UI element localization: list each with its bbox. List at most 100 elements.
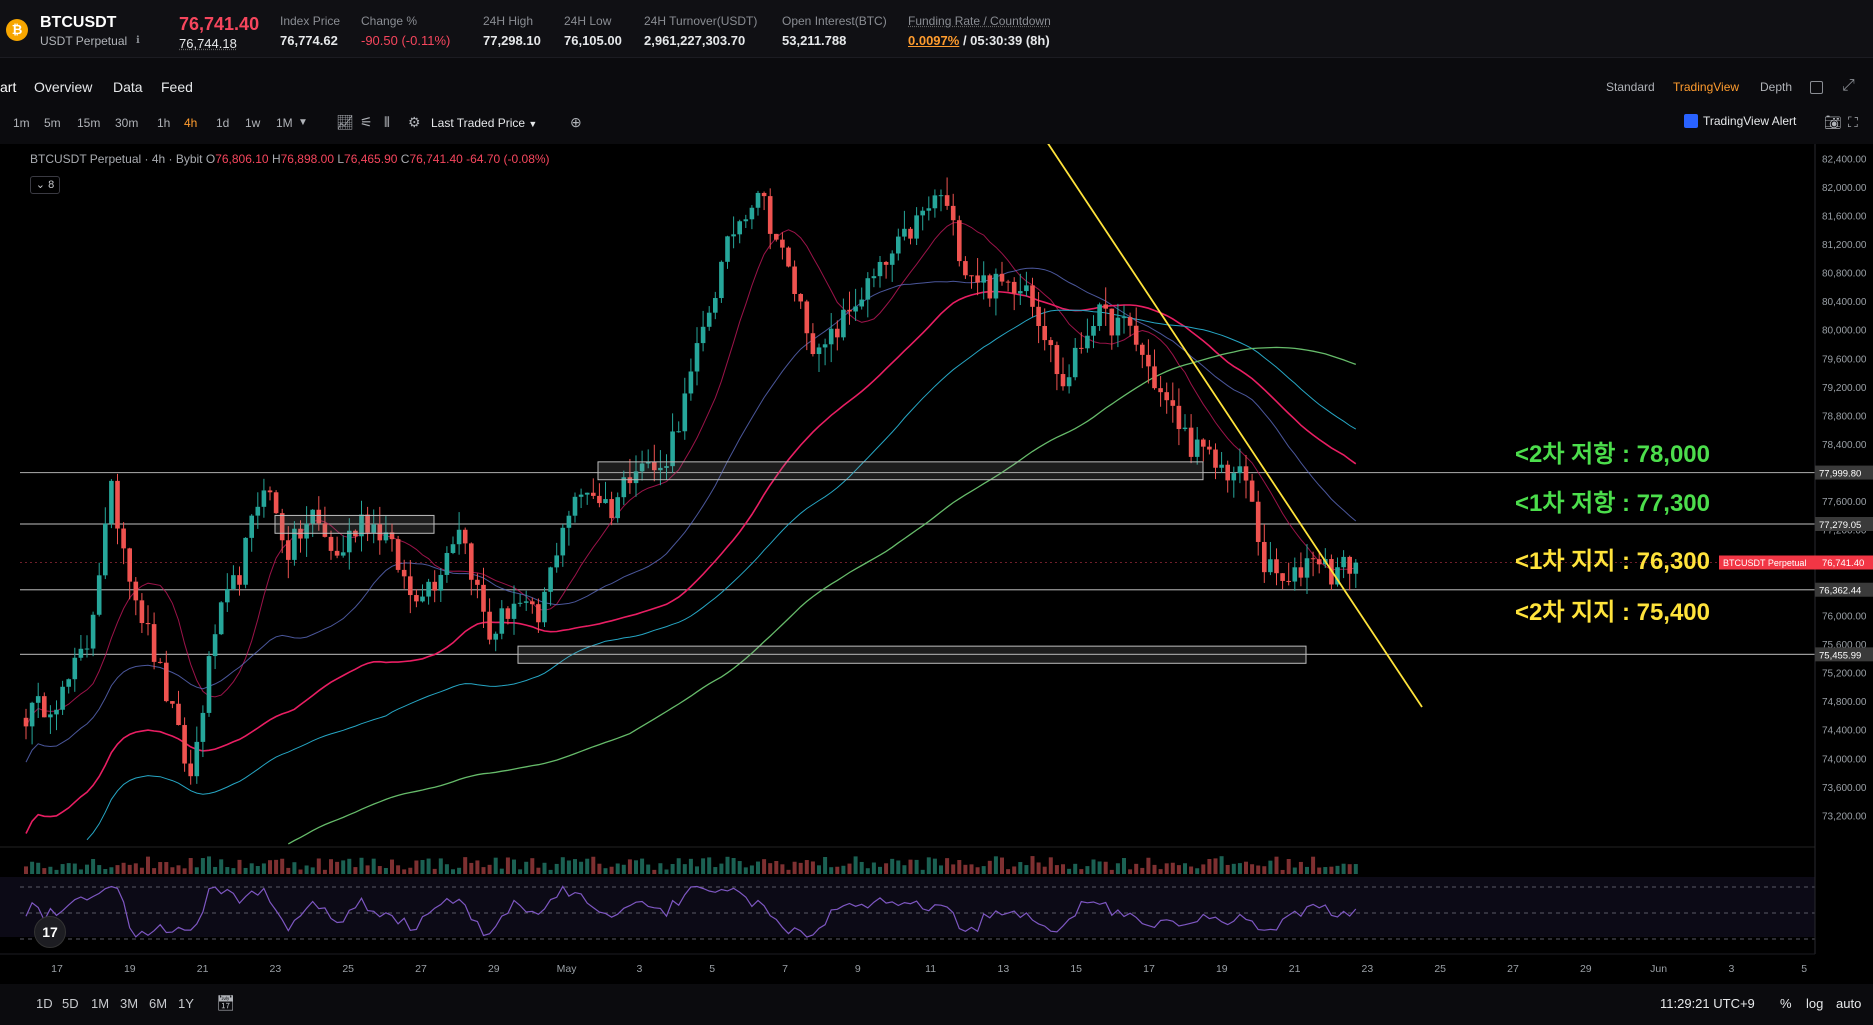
candle-body [1133, 325, 1139, 345]
candle-body [603, 499, 608, 504]
candle-body [1085, 335, 1090, 349]
range-1y[interactable]: 1Y [178, 996, 194, 1011]
trendline[interactable] [1047, 144, 1423, 708]
volume-bar [316, 858, 321, 874]
candle-body [1280, 573, 1285, 581]
symbol-selector[interactable]: BTCUSDT [40, 14, 117, 31]
candle-body [60, 686, 65, 710]
timeframe-15m[interactable]: 15m [77, 116, 101, 130]
stat-funding[interactable]: Funding Rate / Countdown 0.0097% / 05:30… [908, 14, 1051, 48]
indicator-toggle[interactable]: ⌄ 8 [30, 176, 60, 194]
volume-bar [182, 868, 187, 874]
volume-bar [1244, 861, 1248, 874]
candle-body [877, 261, 883, 277]
timeframe-5m[interactable]: 5m [44, 116, 61, 130]
candle-body [359, 514, 364, 537]
timeframe-30m[interactable]: 30m [115, 116, 139, 130]
timeframe-1d[interactable]: 1d [216, 116, 230, 130]
range-3m[interactable]: 3M [120, 996, 139, 1011]
ma-mid-line [25, 267, 1357, 763]
volume-bar [438, 858, 443, 874]
chart-toolbar: 1m 5m 15m 30m 1h 4h 1d 1w 1M ▼ 📈︎ ⚟ ⫴ ⚙ … [0, 112, 1873, 134]
date-tick-label: 5 [709, 963, 715, 975]
expand-icon[interactable]: ⤢ [1842, 77, 1855, 94]
range-6m[interactable]: 6M [149, 996, 168, 1011]
add-circle-icon[interactable]: ⊕ [570, 114, 582, 130]
tab-chart[interactable]: art [0, 79, 17, 95]
volume-bar [493, 857, 498, 874]
candle-body [456, 529, 462, 545]
auto-scale-toggle[interactable]: auto [1836, 996, 1862, 1011]
legend-title: BTCUSDT Perpetual · 4h · Bybit [30, 152, 203, 166]
percent-scale-toggle[interactable]: % [1780, 996, 1792, 1011]
tradingview-alert-button[interactable]: TradingView Alert [1684, 114, 1796, 132]
candle-body [267, 490, 273, 493]
candle-body [1158, 388, 1163, 393]
indicators-icon[interactable]: ⚟ [360, 114, 373, 130]
volume-bar [1030, 856, 1035, 874]
info-icon[interactable]: ℹ [136, 35, 140, 46]
price-source-label: Last Traded Price [431, 116, 526, 130]
legend-close: 76,741.40 [409, 152, 463, 166]
legend-high: 76,898.00 [280, 152, 334, 166]
volume-bar [414, 860, 419, 874]
candle-body [676, 431, 681, 433]
timeframe-1h[interactable]: 1h [157, 116, 171, 130]
tradingview-logo-icon[interactable]: 17 [34, 916, 66, 948]
layout-square-icon[interactable] [1810, 81, 1823, 94]
chevron-down-icon[interactable]: ▼ [298, 117, 308, 128]
camera-icon[interactable]: 📷︎ [1824, 114, 1842, 130]
candle-body [847, 309, 852, 312]
volume-bar [463, 857, 468, 874]
price-chart[interactable]: 40K 60.0040.00 82,400.00 82,000.00 81,600.… [0, 144, 1873, 984]
chevron-down-icon: ⌄ [35, 179, 46, 191]
candle-body [957, 220, 962, 262]
range-1m[interactable]: 1M [91, 996, 110, 1011]
timeframe-1m[interactable]: 1m [13, 116, 30, 130]
time-axis[interactable]: 17 19 21 23 25 27 29 May 3 5 7 9 11 13 15 17 19 21 23 25 27 2… [0, 953, 1815, 975]
volume-bar [701, 858, 706, 874]
settings-gear-icon[interactable]: ⚙ [408, 114, 421, 130]
volume-bar [1158, 869, 1163, 874]
price-axis[interactable]: 82,400.00 82,000.00 81,600.00 81,200.00 80,8… [1719, 144, 1873, 984]
date-tick-label: 3 [1728, 963, 1734, 975]
volume-bar [298, 869, 303, 874]
timeframe-4h[interactable]: 4h [184, 116, 198, 130]
candle-style-icon[interactable]: ⫴ [384, 114, 390, 130]
tab-overview[interactable]: Overview [34, 79, 93, 95]
volume-bar [207, 856, 211, 874]
candle-body [121, 528, 126, 549]
view-standard[interactable]: Standard [1606, 80, 1655, 94]
timeframe-1w[interactable]: 1w [245, 116, 261, 130]
candle-body [286, 540, 291, 560]
price-tick-label: 79,200.00 [1822, 383, 1867, 394]
candle-body [261, 490, 267, 507]
volume-bar [304, 865, 309, 874]
candle-body [1262, 541, 1267, 573]
price-tick-label: 73,200.00 [1822, 811, 1867, 822]
volume-bar [945, 858, 950, 874]
calendar-icon[interactable]: 📅︎ [216, 995, 236, 1012]
chart-type-icon[interactable]: 📈︎ [336, 114, 354, 130]
tab-feed[interactable]: Feed [161, 79, 193, 95]
range-1d[interactable]: 1D [36, 996, 53, 1011]
chart-area[interactable]: 40K 60.0040.00 82,400.00 82,000.00 81,600.… [0, 144, 1873, 984]
log-scale-toggle[interactable]: log [1806, 996, 1824, 1011]
tab-data[interactable]: Data [113, 79, 143, 95]
price-source-select[interactable]: Last Traded Price ▼ [431, 116, 537, 130]
view-tradingview[interactable]: TradingView [1673, 80, 1740, 94]
price-tick-label: 78,800.00 [1822, 411, 1867, 422]
range-5d[interactable]: 5D [62, 996, 79, 1011]
price-tick-label: 74,000.00 [1822, 754, 1867, 765]
candle-body [1115, 317, 1121, 336]
volume-bar [865, 868, 870, 874]
date-tick-label: 19 [1216, 963, 1228, 975]
view-depth[interactable]: Depth [1760, 80, 1793, 94]
volume-bar [627, 859, 632, 874]
fullscreen-icon[interactable]: ⛶ [1848, 114, 1858, 130]
timeframe-1M[interactable]: 1M [276, 116, 293, 130]
date-tick-label: 15 [1070, 963, 1082, 975]
tv-alert-label: TradingView Alert [1703, 114, 1797, 128]
volume-bar [884, 863, 889, 874]
candle-body [1024, 285, 1029, 292]
